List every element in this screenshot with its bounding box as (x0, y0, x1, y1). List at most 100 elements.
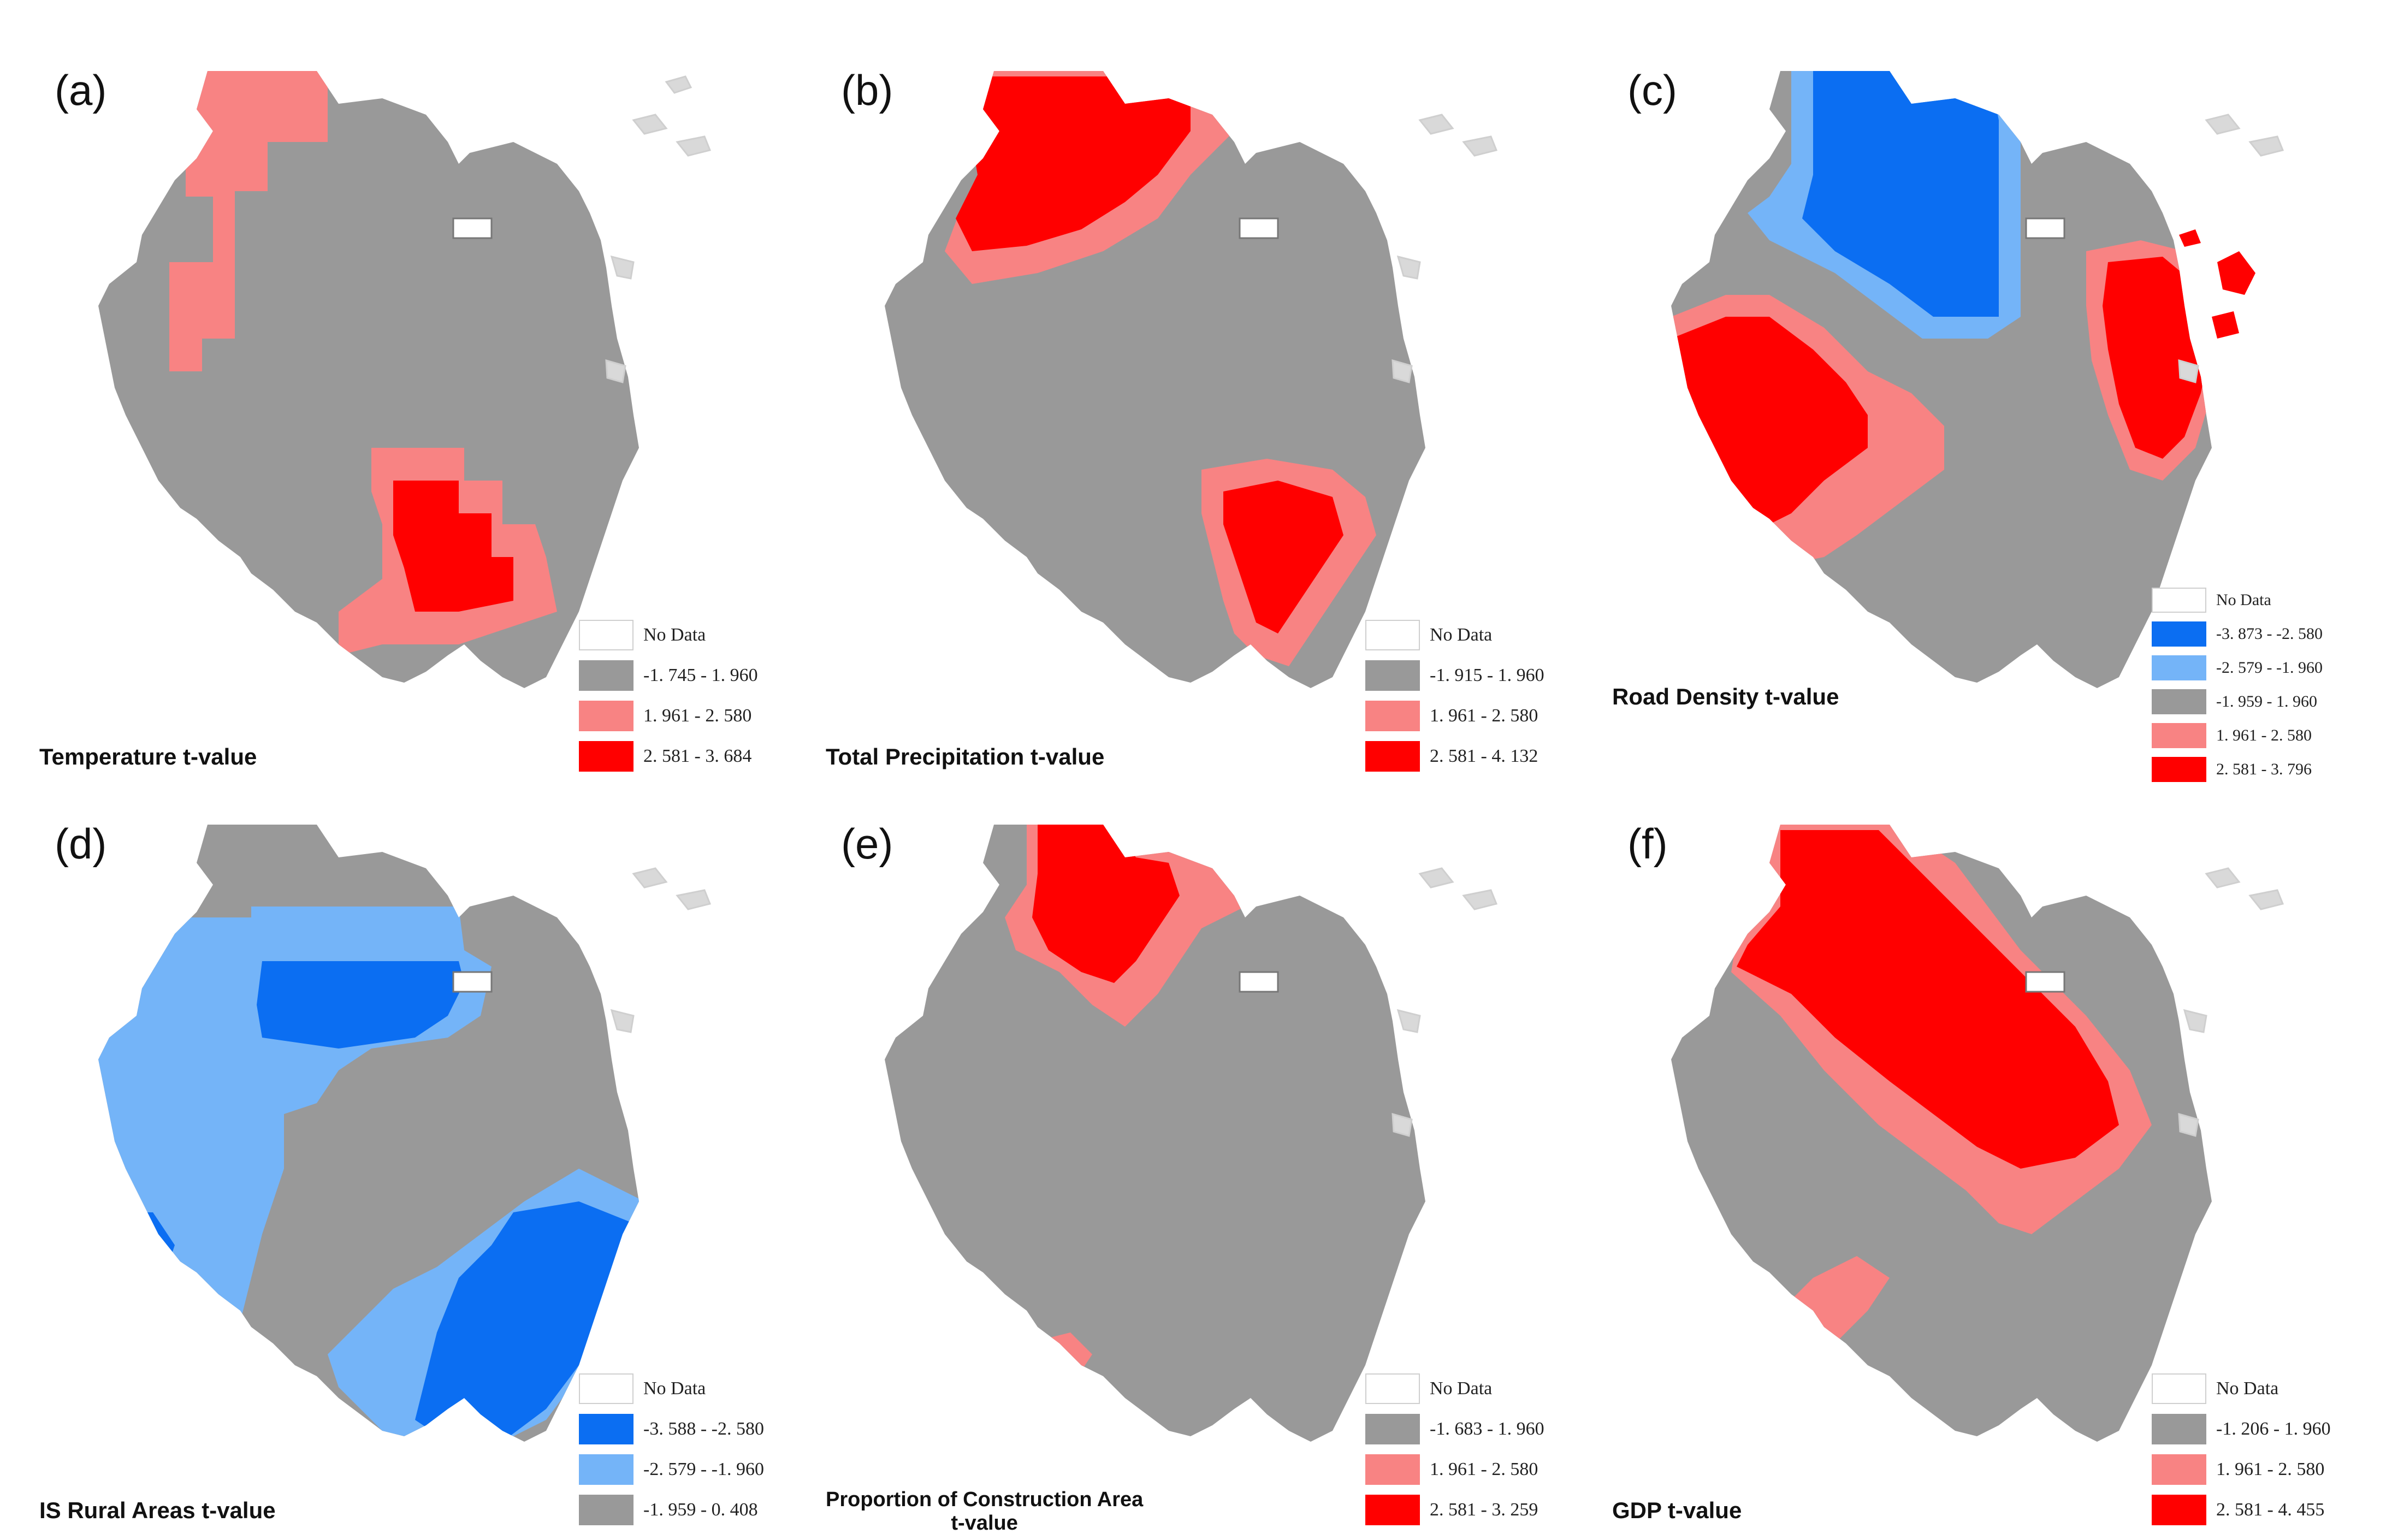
legend-swatch (2152, 1414, 2206, 1444)
legend-item: 2. 581 - 3. 684 (579, 736, 808, 777)
map-caption: Road Density t-value (1612, 683, 1839, 709)
legend-label: 2. 581 - 3. 684 (643, 746, 752, 766)
map-caption: IS Rural Areas t-value (39, 1497, 276, 1523)
legend-swatch (2152, 723, 2206, 748)
legend-item: 1. 961 - 2. 580 (1365, 696, 1595, 736)
legend-item: 2. 581 - 4. 132 (1365, 736, 1595, 777)
legend-item: -2. 579 - -1. 960 (579, 1449, 808, 1490)
legend-swatch (579, 1414, 633, 1444)
legend-label: -1. 915 - 1. 960 (1430, 665, 1544, 685)
panel-tag: (c) (1627, 66, 1677, 114)
legend-swatch (579, 1454, 633, 1485)
map-legend: No Data -3. 873 - -2. 580 -2. 579 - -1. … (2152, 583, 2381, 786)
legend-label: No Data (643, 625, 706, 645)
map-caption: Proportion of Construction Area t-value (826, 1488, 1144, 1535)
map-legend: No Data -1. 915 - 1. 960 1. 961 - 2. 580… (1365, 615, 1595, 777)
legend-item: -1. 745 - 1. 960 (579, 655, 808, 696)
legend-label: No Data (2216, 1378, 2279, 1399)
legend-swatch (1365, 1495, 1420, 1525)
legend-item: -1. 206 - 1. 960 (2152, 1409, 2381, 1449)
panel-tag: (e) (841, 820, 893, 868)
legend-label: -1. 745 - 1. 960 (643, 665, 758, 685)
legend-swatch (2152, 655, 2206, 680)
map-caption: Temperature t-value (39, 743, 257, 769)
legend-item: No Data (579, 1369, 808, 1409)
legend-swatch (579, 741, 633, 772)
legend-label: -1. 206 - 1. 960 (2216, 1419, 2331, 1439)
legend-item: 1. 961 - 2. 580 (1365, 1449, 1595, 1490)
panel-tag: (b) (841, 66, 893, 114)
legend-label: 2. 581 - 3. 259 (1430, 1500, 1538, 1520)
legend-label: -1. 959 - 1. 960 (2216, 692, 2317, 710)
legend-swatch (1365, 660, 1420, 691)
legend-item: No Data (1365, 615, 1595, 655)
legend-swatch (1365, 1373, 1420, 1404)
legend-swatch (2152, 1454, 2206, 1485)
legend-swatch (1365, 1454, 1420, 1485)
legend-swatch (579, 660, 633, 691)
panel-b: (b) Total Precipitation t-value No Data … (819, 33, 1606, 786)
legend-item: -2. 579 - -1. 960 (2152, 651, 2381, 685)
legend-swatch (1365, 741, 1420, 772)
map-legend: No Data -3. 588 - -2. 580 -2. 579 - -1. … (579, 1369, 808, 1530)
legend-swatch (579, 1373, 633, 1404)
legend-label: -1. 959 - 0. 408 (643, 1500, 758, 1520)
legend-item: -1. 959 - 1. 960 (2152, 685, 2381, 719)
legend-label: -3. 873 - -2. 580 (2216, 625, 2323, 643)
map-caption: Total Precipitation t-value (826, 743, 1105, 769)
legend-swatch (2152, 757, 2206, 782)
legend-item: -1. 683 - 1. 960 (1365, 1409, 1595, 1449)
legend-swatch (1365, 701, 1420, 731)
legend-label: -2. 579 - -1. 960 (2216, 659, 2323, 677)
legend-label: 1. 961 - 2. 580 (1430, 1459, 1538, 1479)
map-road-density (1671, 71, 2284, 688)
legend-label: -3. 588 - -2. 580 (643, 1419, 764, 1439)
legend-item: 1. 961 - 2. 580 (2152, 1449, 2381, 1490)
map-temperature (98, 71, 712, 688)
legend-item: 1. 961 - 2. 580 (579, 696, 808, 736)
legend-label: -2. 579 - -1. 960 (643, 1459, 764, 1479)
legend-label: No Data (643, 1378, 706, 1399)
legend-item: No Data (1365, 1369, 1595, 1409)
map-gdp (1671, 825, 2284, 1442)
legend-item: -3. 588 - -2. 580 (579, 1409, 808, 1449)
legend-item: 2. 581 - 3. 259 (1365, 1490, 1595, 1530)
legend-label: -1. 683 - 1. 960 (1430, 1419, 1544, 1439)
legend-label: No Data (2216, 591, 2271, 609)
panel-a: (a) Temperature t-value No Data -1. 745 … (33, 33, 819, 786)
legend-item: -1. 959 - 0. 408 (579, 1490, 808, 1530)
legend-swatch (579, 620, 633, 650)
map-caption: GDP t-value (1612, 1497, 1742, 1523)
map-construction-area (885, 825, 1498, 1442)
panel-tag: (d) (55, 820, 107, 868)
map-legend: No Data -1. 745 - 1. 960 1. 961 - 2. 580… (579, 615, 808, 777)
legend-swatch (1365, 620, 1420, 650)
legend-item: -3. 873 - -2. 580 (2152, 617, 2381, 651)
map-legend: No Data -1. 683 - 1. 960 1. 961 - 2. 580… (1365, 1369, 1595, 1530)
map-is-rural-areas (98, 825, 712, 1442)
legend-label: 2. 581 - 4. 132 (1430, 746, 1538, 766)
map-precipitation (885, 71, 1498, 688)
legend-label: 1. 961 - 2. 580 (2216, 726, 2312, 744)
panel-tag: (a) (55, 66, 107, 114)
legend-swatch (579, 1495, 633, 1525)
legend-label: 1. 961 - 2. 580 (2216, 1459, 2325, 1479)
legend-label: 2. 581 - 3. 796 (2216, 760, 2312, 778)
legend-swatch (579, 701, 633, 731)
legend-swatch (2152, 588, 2206, 613)
legend-label: No Data (1430, 1378, 1493, 1399)
legend-item: No Data (2152, 1369, 2381, 1409)
legend-item: No Data (579, 615, 808, 655)
panel-tag: (f) (1627, 820, 1668, 868)
legend-swatch (1365, 1414, 1420, 1444)
legend-swatch (2152, 1495, 2206, 1525)
legend-label: 2. 581 - 4. 455 (2216, 1500, 2325, 1520)
legend-item: No Data (2152, 583, 2381, 617)
legend-item: 2. 581 - 3. 796 (2152, 753, 2381, 786)
legend-item: 1. 961 - 2. 580 (2152, 719, 2381, 753)
legend-swatch (2152, 689, 2206, 714)
legend-swatch (2152, 621, 2206, 647)
legend-label: 1. 961 - 2. 580 (643, 706, 752, 726)
panel-c: (c) Road Density t-value No Data -3. 873… (1606, 33, 2392, 786)
map-legend: No Data -1. 206 - 1. 960 1. 961 - 2. 580… (2152, 1369, 2381, 1530)
